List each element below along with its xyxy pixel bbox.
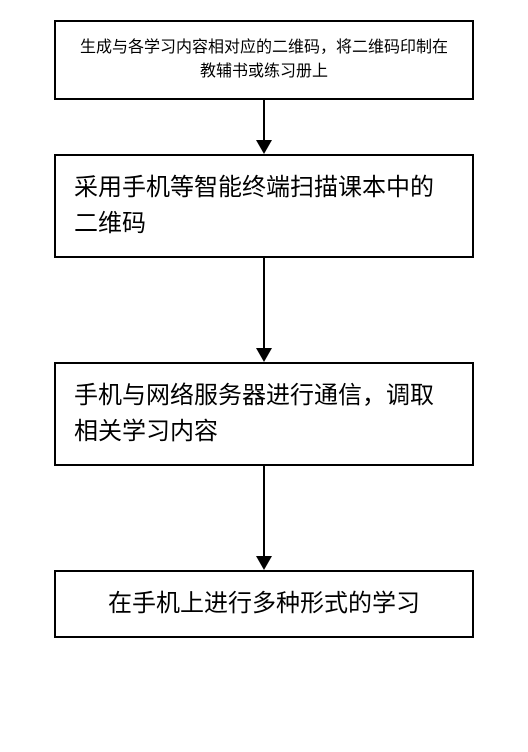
flow-node-1-text: 生成与各学习内容相对应的二维码，将二维码印制在教辅书或练习册上 [74, 36, 454, 84]
flow-node-1: 生成与各学习内容相对应的二维码，将二维码印制在教辅书或练习册上 [54, 20, 474, 100]
flow-node-4: 在手机上进行多种形式的学习 [54, 570, 474, 638]
flow-arrow-3-line [263, 466, 265, 556]
flow-arrow-2 [256, 258, 272, 362]
flow-arrow-3 [256, 466, 272, 570]
flow-arrow-3-head [256, 556, 272, 570]
flow-node-3: 手机与网络服务器进行通信，调取相关学习内容 [54, 362, 474, 466]
flow-node-3-text: 手机与网络服务器进行通信，调取相关学习内容 [74, 378, 454, 450]
flow-node-2-text: 采用手机等智能终端扫描课本中的二维码 [74, 170, 454, 242]
flow-arrow-1 [256, 100, 272, 154]
flow-node-2: 采用手机等智能终端扫描课本中的二维码 [54, 154, 474, 258]
flow-arrow-2-head [256, 348, 272, 362]
flow-arrow-1-line [263, 100, 265, 140]
flow-node-4-text: 在手机上进行多种形式的学习 [74, 586, 454, 622]
flow-arrow-1-head [256, 140, 272, 154]
flow-arrow-2-line [263, 258, 265, 348]
